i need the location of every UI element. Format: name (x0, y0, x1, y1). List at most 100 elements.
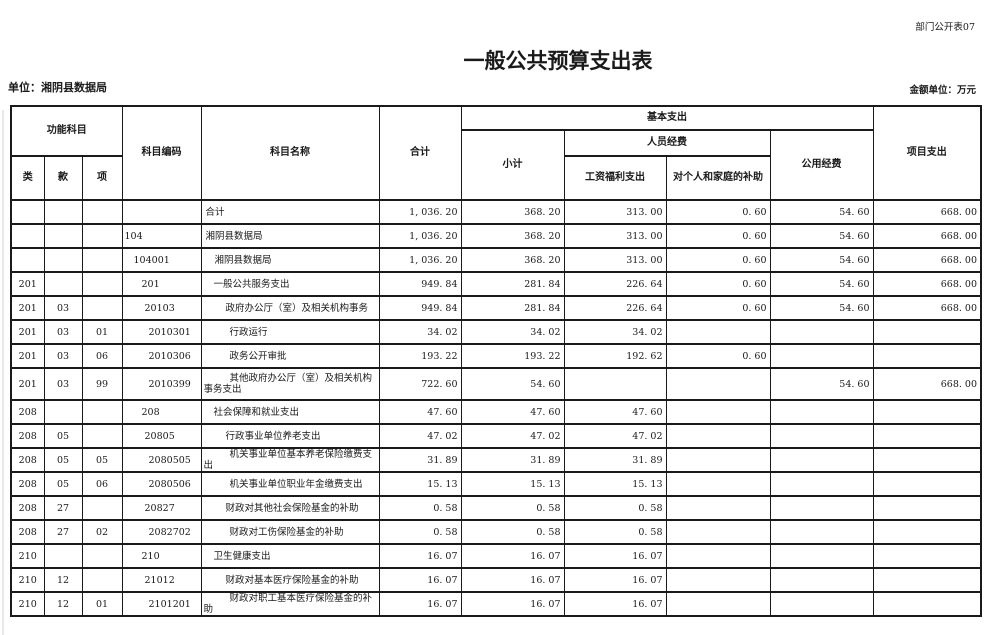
cell-item: 06 (81, 343, 123, 369)
cell-public: 54. 60 (769, 223, 874, 249)
cell-total: 949. 84 (378, 271, 462, 297)
cell-salary (563, 367, 667, 401)
cell-project (872, 543, 982, 569)
cell-name: 卫生健康支出 (200, 543, 380, 569)
cell-total: 16. 07 (378, 567, 462, 593)
page-title: 一般公共预算支出表 (463, 48, 653, 73)
table-row: 210 12 01 2101201 财政对职工基本医疗保险基金的补助 16. 07 16. … (10, 591, 982, 617)
cell-name: 合计 (200, 199, 380, 225)
cell-public (769, 319, 874, 345)
cell-subtotal: 368. 20 (460, 223, 565, 249)
table-row: 201 03 06 2010306 政务公开审批 193. 22 193. 22 192. 6… (10, 343, 982, 369)
cell-subtotal: 281. 84 (460, 271, 565, 297)
cell-code: 2080506 (121, 471, 202, 497)
cell-salary: 226. 64 (563, 295, 667, 321)
cell-project: 668. 00 (872, 295, 982, 321)
cell-name: 财政对工伤保险基金的补助 (200, 519, 380, 545)
cell-salary: 0. 58 (563, 495, 667, 521)
header-salary-welfare: 工资福利支出 (563, 155, 667, 201)
cell-item (81, 247, 123, 273)
header-class: 类 (10, 155, 45, 201)
cell-name: 其他政府办公厅（室）及相关机构事务支出 (200, 367, 380, 401)
cell-public (769, 519, 874, 545)
cell-salary: 226. 64 (563, 271, 667, 297)
cell-public: 54. 60 (769, 271, 874, 297)
doc-number-label: 部门公开表07 (915, 22, 975, 33)
cell-project (872, 447, 982, 473)
cell-total: 1, 036. 20 (378, 247, 462, 273)
cell-subtotal: 16. 07 (460, 543, 565, 569)
cell-family (665, 471, 771, 497)
table-row: 合计 1, 036. 20 368. 20 313. 00 0. 60 54. 60 668… (10, 199, 982, 225)
cell-name: 社会保障和就业支出 (200, 399, 380, 425)
table-row: 104 湘阴县数据局 1, 036. 20 368. 20 313. 00 0. 60 54… (10, 223, 982, 249)
cell-public: 54. 60 (769, 367, 874, 401)
cell-item (81, 271, 123, 297)
cell-cls: 210 (10, 591, 45, 617)
cell-project: 668. 00 (872, 223, 982, 249)
table-row: 208 27 20827 财政对其他社会保险基金的补助 0. 58 0. 58 0. 58 (10, 495, 982, 521)
cell-item (81, 423, 123, 449)
table-row: 104001 湘阴县数据局 1, 036. 20 368. 20 313. 00 0. 6… (10, 247, 982, 273)
cell-code: 2010301 (121, 319, 202, 345)
cell-public (769, 447, 874, 473)
cell-family (665, 447, 771, 473)
table-row: 210 12 21012 财政对基本医疗保险基金的补助 16. 07 16. 07 16. … (10, 567, 982, 593)
cell-salary: 34. 02 (563, 319, 667, 345)
cell-subtotal: 0. 58 (460, 495, 565, 521)
table-header: 功能科目 科目编码 科目名称 合计 基本支出 项目支出 小计 人员经费 公用经费… (10, 105, 982, 201)
cell-project: 668. 00 (872, 271, 982, 297)
table-body: 合计 1, 036. 20 368. 20 313. 00 0. 60 54. 60 668… (10, 199, 982, 617)
cell-public: 54. 60 (769, 199, 874, 225)
cell-sec: 12 (43, 567, 83, 593)
cell-salary: 16. 07 (563, 567, 667, 593)
cell-code: 201 (121, 271, 202, 297)
header-personnel: 人员经费 (563, 129, 771, 157)
cell-item: 05 (81, 447, 123, 473)
cell-project: 668. 00 (872, 367, 982, 401)
cell-name: 湘阴县数据局 (200, 223, 380, 249)
cell-salary: 0. 58 (563, 519, 667, 545)
budget-table: 功能科目 科目编码 科目名称 合计 基本支出 项目支出 小计 人员经费 公用经费… (10, 105, 983, 617)
cell-name: 财政对基本医疗保险基金的补助 (200, 567, 380, 593)
cell-family (665, 367, 771, 401)
cell-item (81, 495, 123, 521)
cell-cls (10, 223, 45, 249)
cell-salary: 16. 07 (563, 591, 667, 617)
cell-family: 0. 60 (665, 247, 771, 273)
cell-project (872, 591, 982, 617)
cell-item: 99 (81, 367, 123, 401)
cell-item: 01 (81, 319, 123, 345)
cell-family: 0. 60 (665, 271, 771, 297)
cell-cls: 208 (10, 519, 45, 545)
cell-total: 47. 60 (378, 399, 462, 425)
cell-code: 2010399 (121, 367, 202, 401)
cell-project (872, 495, 982, 521)
cell-salary: 313. 00 (563, 247, 667, 273)
table-row: 201 201 一般公共服务支出 949. 84 281. 84 226. 64 0. 60… (10, 271, 982, 297)
cell-family (665, 399, 771, 425)
cell-public (769, 423, 874, 449)
cell-family (665, 495, 771, 521)
cell-total: 193. 22 (378, 343, 462, 369)
cell-sec: 05 (43, 447, 83, 473)
cell-public (769, 591, 874, 617)
header-total: 合计 (378, 105, 462, 201)
cell-sec: 05 (43, 423, 83, 449)
cell-name: 财政对其他社会保险基金的补助 (200, 495, 380, 521)
cell-family (665, 591, 771, 617)
cell-subtotal: 368. 20 (460, 247, 565, 273)
cell-name: 政务公开审批 (200, 343, 380, 369)
cell-code: 2080505 (121, 447, 202, 473)
cell-total: 1, 036. 20 (378, 223, 462, 249)
cell-public (769, 343, 874, 369)
header-row-1: 功能科目 科目编码 科目名称 合计 基本支出 项目支出 (10, 105, 982, 201)
cell-item: 02 (81, 519, 123, 545)
cell-project (872, 423, 982, 449)
cell-project (872, 399, 982, 425)
cell-sec: 03 (43, 367, 83, 401)
cell-salary: 313. 00 (563, 223, 667, 249)
cell-code: 20103 (121, 295, 202, 321)
cell-family (665, 519, 771, 545)
